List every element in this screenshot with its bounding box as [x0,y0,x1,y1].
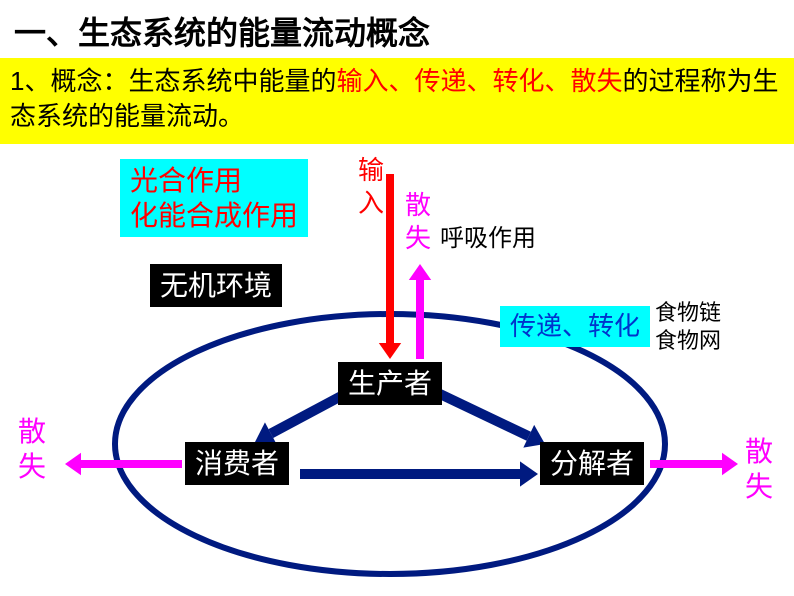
loss-top-arrow-head [409,264,431,280]
loss-left-arrow-head [65,453,81,475]
transfer-box: 传递、转化 [500,306,650,347]
decomposer-box: 分解者 [540,442,644,485]
photosynthesis-line2: 化能合成作用 [130,198,298,233]
photosynthesis-line1: 光合作用 [130,163,298,198]
respiration-label: 呼吸作用 [440,224,536,254]
cons-to-decomp-head [520,462,538,487]
consumer-box: 消费者 [185,442,289,485]
page-title: 一、生态系统的能量流动概念 [0,0,794,58]
inorganic-env-box: 无机环境 [150,264,282,307]
prod-to-cons [271,394,345,434]
energy-flow-diagram: 光合作用 化能合成作用 无机环境 传递、转化 生产者 消费者 分解者 输入 散失… [0,144,794,584]
food-chain-line2: 食物网 [655,327,721,355]
prod-to-decomp [440,394,529,436]
concept-keywords: 输入、传递、转化、散失 [336,66,622,96]
food-chain-line1: 食物链 [655,299,721,327]
loss-top-label: 散失 [405,189,431,254]
concept-definition: 1、概念：生态系统中能量的输入、传递、转化、散失的过程称为生态系统的能量流动。 [0,58,794,144]
loss-right-label: 散失 [745,434,773,504]
producer-box: 生产者 [338,362,442,405]
concept-prefix: 1、概念：生态系统中能量的 [10,66,336,96]
loss-right-arrow-head [722,453,738,475]
input-label: 输入 [358,154,384,219]
loss-left-label: 散失 [18,414,46,484]
photosynthesis-box: 光合作用 化能合成作用 [120,159,308,237]
food-chain-label: 食物链 食物网 [655,299,721,354]
input-arrow-head [379,343,401,359]
